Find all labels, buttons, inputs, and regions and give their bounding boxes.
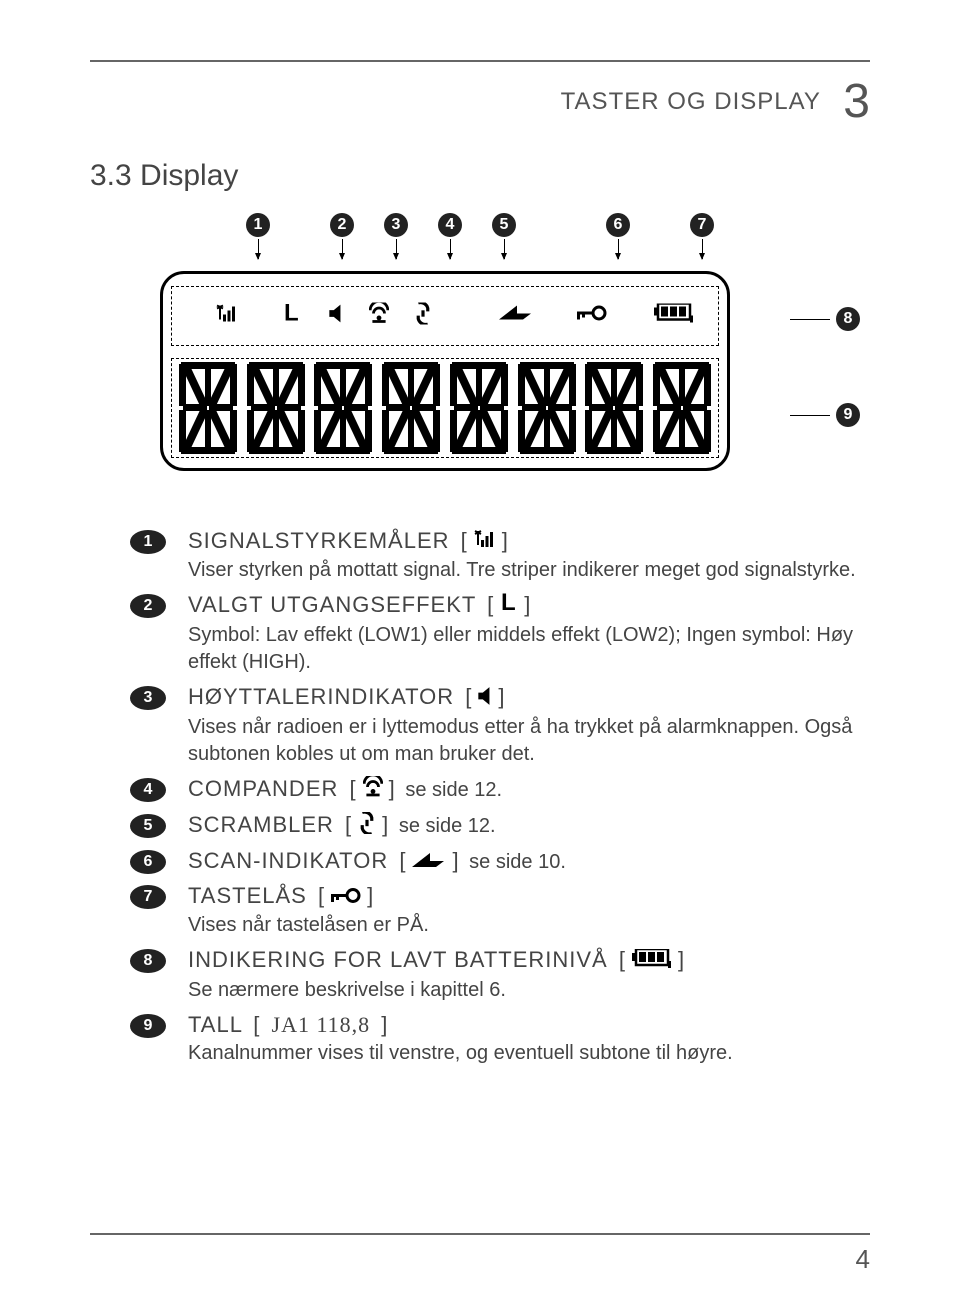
icon-row (171, 286, 719, 346)
signal-icon (474, 529, 496, 555)
callout-3: 3 (384, 213, 408, 259)
definition-title: SCRAMBLER [] se side 12. (188, 812, 870, 840)
definition-5: 5 SCRAMBLER [] se side 12. (130, 812, 870, 840)
key-icon (331, 884, 361, 910)
definition-title: INDIKERING FOR LAVT BATTERINIVÅ [] (188, 947, 870, 974)
definition-1: 1 SIGNALSTYRKEMÅLER []Viser styrken på mo… (130, 528, 870, 584)
definition-number: 2 (130, 594, 166, 618)
definition-title: SIGNALSTYRKEMÅLER [] (188, 528, 870, 555)
definition-6: 6 SCAN-INDIKATOR [] se side 10. (130, 848, 870, 875)
definition-desc: Symbol: Lav effekt (LOW1) eller middels … (188, 622, 870, 676)
definitions-list: 1 SIGNALSTYRKEMÅLER []Viser styrken på mo… (130, 528, 870, 1067)
definition-number: 9 (130, 1014, 166, 1038)
page-header: TASTER OG DISPLAY 3 (90, 74, 870, 129)
scrambler-icon (414, 303, 432, 330)
definition-9: 9 TALL [ JA1 118,8 ]Kanalnummer vises til… (130, 1012, 870, 1067)
definition-desc: Se nærmere beskrivelse i kapittel 6. (188, 977, 870, 1004)
definition-title: TALL [ JA1 118,8 ] (188, 1012, 870, 1038)
definition-7: 7 TASTELÅS []Vises når tastelåsen er PÅ. (130, 883, 870, 939)
definition-desc: Vises når radioen er i lyttemodus etter … (188, 714, 870, 768)
L-icon (283, 303, 301, 330)
definition-number: 4 (130, 778, 166, 802)
callout-8: 8 (790, 307, 860, 331)
definition-title: COMPANDER [] se side 12. (188, 776, 870, 804)
header-label: TASTER OG DISPLAY (561, 88, 821, 115)
definition-title: VALGT UTGANGSEFFEKT [] (188, 592, 870, 620)
callout-4: 4 (438, 213, 462, 259)
definition-number: 7 (130, 885, 166, 909)
definition-number: 8 (130, 949, 166, 973)
callout-1: 1 (246, 213, 270, 259)
definition-title: HØYTTALERINDIKATOR [] (188, 684, 870, 711)
definition-number: 1 (130, 530, 166, 554)
definition-4: 4 COMPANDER [] se side 12. (130, 776, 870, 804)
definition-3: 3 HØYTTALERINDIKATOR [] Vises når radioen … (130, 684, 870, 767)
page-number: 4 (856, 1244, 870, 1275)
speaker-icon (329, 304, 343, 329)
segment-digit (653, 362, 711, 454)
callout-6: 6 (606, 213, 630, 259)
definition-desc: Kanalnummer vises til venstre, og eventu… (188, 1040, 870, 1067)
segment-digit (382, 362, 440, 454)
segment-digit (518, 362, 576, 454)
speaker-icon (478, 686, 492, 712)
section-title: 3.3 Display (90, 159, 870, 193)
segment-digit (247, 362, 305, 454)
key-icon (577, 306, 607, 327)
definition-number: 5 (130, 814, 166, 838)
definition-desc: Vises når tastelåsen er PÅ. (188, 912, 870, 939)
bottom-rule (90, 1233, 870, 1235)
definition-title: SCAN-INDIKATOR [] se side 10. (188, 848, 870, 875)
definition-number: 6 (130, 850, 166, 874)
callout-9: 9 (790, 403, 860, 427)
L-icon (500, 592, 518, 620)
definition-desc: Viser styrken på mottatt signal. Tre str… (188, 557, 870, 584)
segment-digit (450, 362, 508, 454)
callout-7: 7 (690, 213, 714, 259)
compander-icon (369, 303, 389, 330)
compander-icon (363, 776, 383, 804)
scan-icon (412, 849, 446, 875)
segment-digit (179, 362, 237, 454)
top-rule (90, 60, 870, 62)
digit-row (171, 358, 719, 458)
definition-number: 3 (130, 686, 166, 710)
segment-digit (585, 362, 643, 454)
segment-digit (314, 362, 372, 454)
definition-8: 8 INDIKERING FOR LAVT BATTERINIVÅ [] Se næ… (130, 947, 870, 1003)
definition-title: TASTELÅS [] (188, 883, 870, 910)
definition-2: 2 VALGT UTGANGSEFFEKT []Symbol: Lav effek… (130, 592, 870, 676)
signal-icon (216, 304, 238, 329)
chapter-number: 3 (843, 75, 870, 128)
battery-icon (632, 949, 672, 975)
scrambler-icon (358, 812, 376, 840)
display-diagram: 1 2345 6 7 8 9 (90, 213, 870, 498)
scan-icon (499, 306, 533, 327)
callout-5: 5 (492, 213, 516, 259)
lcd-panel (160, 271, 730, 471)
battery-icon (654, 304, 694, 329)
callout-2: 2 (330, 213, 354, 259)
